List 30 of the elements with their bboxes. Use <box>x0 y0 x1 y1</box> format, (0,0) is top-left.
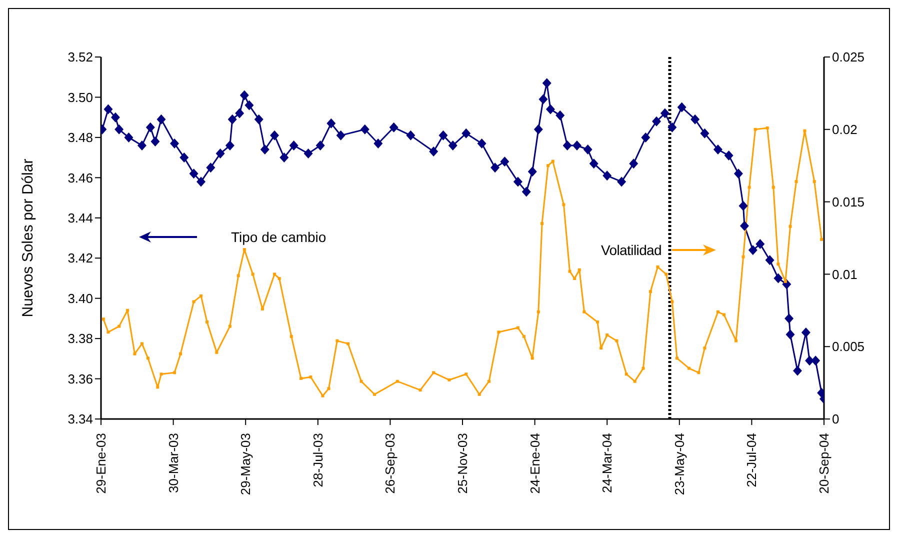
y-tick-label: 3.52 <box>68 50 93 65</box>
x-tick-label: 26-Sep-03 <box>382 433 398 494</box>
y-tick-label: 3.44 <box>68 210 93 226</box>
x-tick-label: 25-Nov-03 <box>455 433 470 494</box>
x-tick-label: 22-Jul-04 <box>744 433 760 488</box>
y-tick-label: 3.46 <box>68 170 93 186</box>
y-axis-title: Nuevos Soles por Dólar <box>19 158 36 318</box>
x-tick-label: 29-May-03 <box>238 433 254 496</box>
y2-tick-label: 0.02 <box>832 122 858 138</box>
annotation: Volatilidad <box>601 242 662 258</box>
y2-tick-label: 0.015 <box>832 194 865 210</box>
y2-tick-label: 0.025 <box>832 50 865 65</box>
x-tick-label: 23-May-04 <box>672 433 687 496</box>
x-tick-label: 24-Ene-04 <box>527 433 542 494</box>
annotation: Tipo de cambio <box>231 229 326 245</box>
x-tick-label: 29-Ene-03 <box>94 433 108 494</box>
y2-tick-label: 0.005 <box>832 339 865 354</box>
y-tick-label: 3.48 <box>68 130 93 146</box>
x-tick-label: 28-Jul-03 <box>310 433 326 488</box>
x-tick-label: 20-Sep-04 <box>816 433 832 494</box>
x-tick-label: 24-Mar-04 <box>600 433 615 493</box>
y-tick-label: 3.36 <box>68 371 93 386</box>
x-tick-label: 30-Mar-03 <box>166 433 181 493</box>
y-tick-label: 3.50 <box>68 90 93 105</box>
y-tick-label: 3.40 <box>68 290 93 306</box>
y-tick-label: 3.34 <box>68 412 93 427</box>
y2-tick-label: 0 <box>832 412 840 427</box>
y-tick-label: 3.42 <box>68 250 93 266</box>
y2-tick-label: 0.01 <box>832 266 858 282</box>
y-tick-label: 3.38 <box>68 331 93 346</box>
